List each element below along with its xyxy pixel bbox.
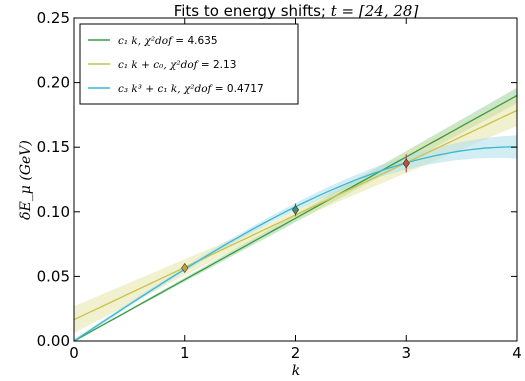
legend-value-1: = 4.635 xyxy=(172,35,218,47)
x-tick-label: 1 xyxy=(180,344,190,362)
band-series-3 xyxy=(74,135,517,343)
y-tick-label: 0.25 xyxy=(37,9,70,27)
line-series-3 xyxy=(74,147,517,341)
legend-label-3: c₃ k³ + c₁ k, χ²dof = 0.4717 xyxy=(118,83,264,95)
legend-value-3: = 0.4717 xyxy=(211,83,263,95)
y-tick-label: 0.05 xyxy=(37,267,70,285)
x-tick-label: 2 xyxy=(291,344,301,362)
y-tick-label: 0.15 xyxy=(37,138,70,156)
x-tick-label: 0 xyxy=(69,344,79,362)
chart-title-math: t = [24, 28] xyxy=(331,2,419,20)
legend-math-3: c₃ k³ + c₁ k, χ²dof xyxy=(118,83,214,95)
y-tick-label: 0.10 xyxy=(37,203,70,221)
x-tick-label: 3 xyxy=(401,344,411,362)
x-tick-label: 4 xyxy=(512,344,522,362)
chart-title: Fits to energy shifts; t = [24, 28] xyxy=(174,2,419,20)
y-tick-label: 0.00 xyxy=(37,332,70,350)
y-tick-label: 0.20 xyxy=(37,74,70,92)
y-axis-label: δE_μ (GeV) xyxy=(18,140,34,220)
chart-title-prefix: Fits to energy shifts; xyxy=(174,2,331,20)
legend-label-2: c₁ k + c₀, χ²dof = 2.13 xyxy=(118,59,236,71)
legend-math-1: c₁ k, χ²dof xyxy=(118,35,174,47)
fit-lines xyxy=(74,96,517,342)
legend-value-2: = 2.13 xyxy=(198,59,237,71)
line-series-1 xyxy=(74,96,517,342)
legend: c₁ k, χ²dof = 4.635 c₁ k + c₀, χ²dof = 2.… xyxy=(80,24,298,104)
legend-label-1: c₁ k, χ²dof = 4.635 xyxy=(118,35,218,47)
x-axis-label: k xyxy=(292,363,300,379)
legend-math-2: c₁ k + c₀, χ²dof xyxy=(118,59,200,71)
